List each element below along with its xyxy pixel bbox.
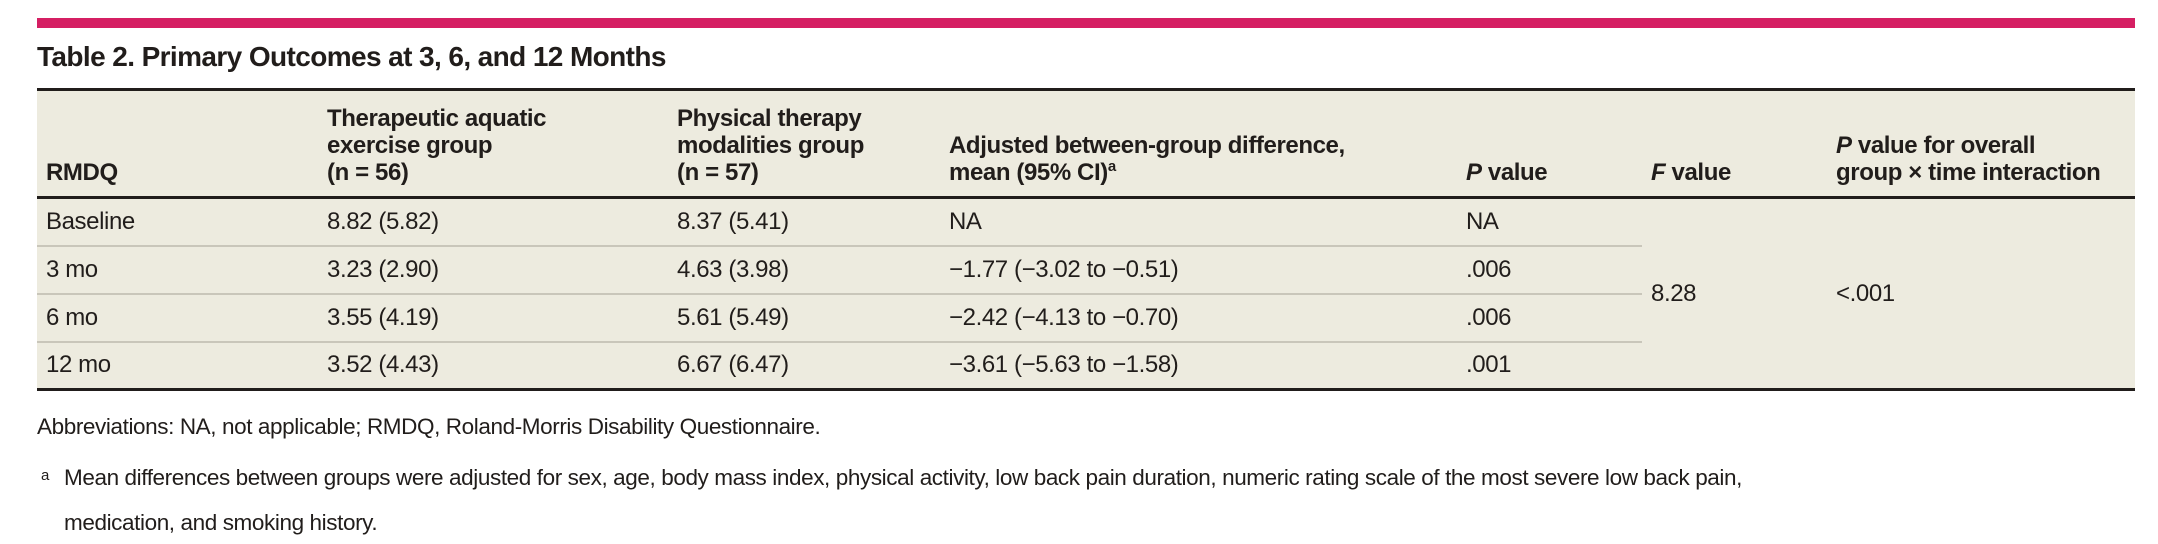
table-row-6mo: 6 mo 3.55 (4.19) 5.61 (5.49) −2.42 (−4.1… <box>37 293 2135 343</box>
table-title: Table 2. Primary Outcomes at 3, 6, and 1… <box>37 41 666 72</box>
col-header-rmdq: RMDQ <box>37 89 318 199</box>
col-header-f-value: F value <box>1642 89 1827 199</box>
col-header-p-value: P value <box>1457 89 1642 199</box>
row-label: 3 mo <box>37 245 318 295</box>
row-label: Baseline <box>37 197 318 247</box>
col-header-aquatic-line1: Therapeutic aquatic <box>327 105 547 132</box>
row-label: 6 mo <box>37 293 318 343</box>
pt-value-cell: 4.63 (3.98) <box>668 245 940 295</box>
col-header-pt-line1: Physical therapy <box>677 105 862 132</box>
f-value-cell: 8.28 <box>1651 279 1697 307</box>
aquatic-value-cell: 3.55 (4.19) <box>318 293 668 343</box>
table-row-3mo: 3 mo 3.23 (2.90) 4.63 (3.98) −1.77 (−3.0… <box>37 245 2135 295</box>
abbreviations-note: Abbreviations: NA, not applicable; RMDQ,… <box>37 414 821 439</box>
interaction-p-cell: <.001 <box>1836 279 1895 307</box>
col-header-adjusted-line1: Adjusted between-group difference, <box>949 132 1345 159</box>
footnote-a-marker: a <box>41 467 49 484</box>
col-header-aquatic-group: Therapeutic aquatic exercise group (n = … <box>318 89 668 199</box>
col-header-adjusted-difference: Adjusted between-group difference, mean … <box>940 89 1457 199</box>
pt-value-cell: 8.37 (5.41) <box>668 197 940 247</box>
difference-cell: −3.61 (−5.63 to −1.58) <box>949 351 1179 379</box>
p-value-cell: NA <box>1457 197 1642 247</box>
col-header-pt-line3: (n = 57) <box>677 159 759 186</box>
p-value-cell: .006 <box>1457 293 1642 343</box>
footnotes: Abbreviations: NA, not applicable; RMDQ,… <box>37 412 2135 544</box>
footnote-a: a Mean differences between groups were a… <box>37 455 2135 544</box>
col-header-interaction-p: P value for overall group × time interac… <box>1827 89 2135 199</box>
difference-cell: NA <box>940 197 1457 247</box>
p-value-cell: .001 <box>1466 351 1512 379</box>
table-row-baseline: Baseline 8.82 (5.82) 8.37 (5.41) NA NA 8… <box>37 197 2135 307</box>
table-header: RMDQ Therapeutic aquatic exercise group … <box>37 89 2135 199</box>
footnote-a-reference: a <box>1107 158 1116 175</box>
col-header-pt-group: Physical therapy modalities group (n = 5… <box>668 89 940 199</box>
col-header-aquatic-line2: exercise group <box>327 132 493 159</box>
col-header-interaction-line2: group × time interaction <box>1836 159 2101 186</box>
aquatic-value-cell: 3.23 (2.90) <box>318 245 668 295</box>
row-label: 12 mo <box>46 351 111 379</box>
p-value-cell: .006 <box>1457 245 1642 295</box>
col-header-adjusted-line2: mean (95% CI)a <box>949 158 1116 186</box>
difference-cell: −1.77 (−3.02 to −0.51) <box>940 245 1457 295</box>
aquatic-value-cell: 8.82 (5.82) <box>318 197 668 247</box>
footnote-a-line2: medication, and smoking history. <box>64 510 378 535</box>
table-row-12mo: 12 mo 3.52 (4.43) 6.67 (6.47) −3.61 (−5.… <box>37 342 2135 390</box>
col-header-rmdq-label: RMDQ <box>46 159 118 186</box>
table-body: Baseline 8.82 (5.82) 8.37 (5.41) NA NA 8… <box>37 197 2135 390</box>
col-header-aquatic-line3: (n = 56) <box>327 159 409 186</box>
pt-value-cell: 6.67 (6.47) <box>677 351 789 379</box>
col-header-pt-line2: modalities group <box>677 132 864 159</box>
pt-value-cell: 5.61 (5.49) <box>668 293 940 343</box>
accent-bar <box>37 18 2135 28</box>
difference-cell: −2.42 (−4.13 to −0.70) <box>940 293 1457 343</box>
outcomes-table: RMDQ Therapeutic aquatic exercise group … <box>37 88 2135 391</box>
footnote-a-line1: Mean differences between groups were adj… <box>64 465 1742 490</box>
col-header-interaction-line1: P value for overall <box>1836 132 2036 159</box>
aquatic-value-cell: 3.52 (4.43) <box>327 351 439 379</box>
